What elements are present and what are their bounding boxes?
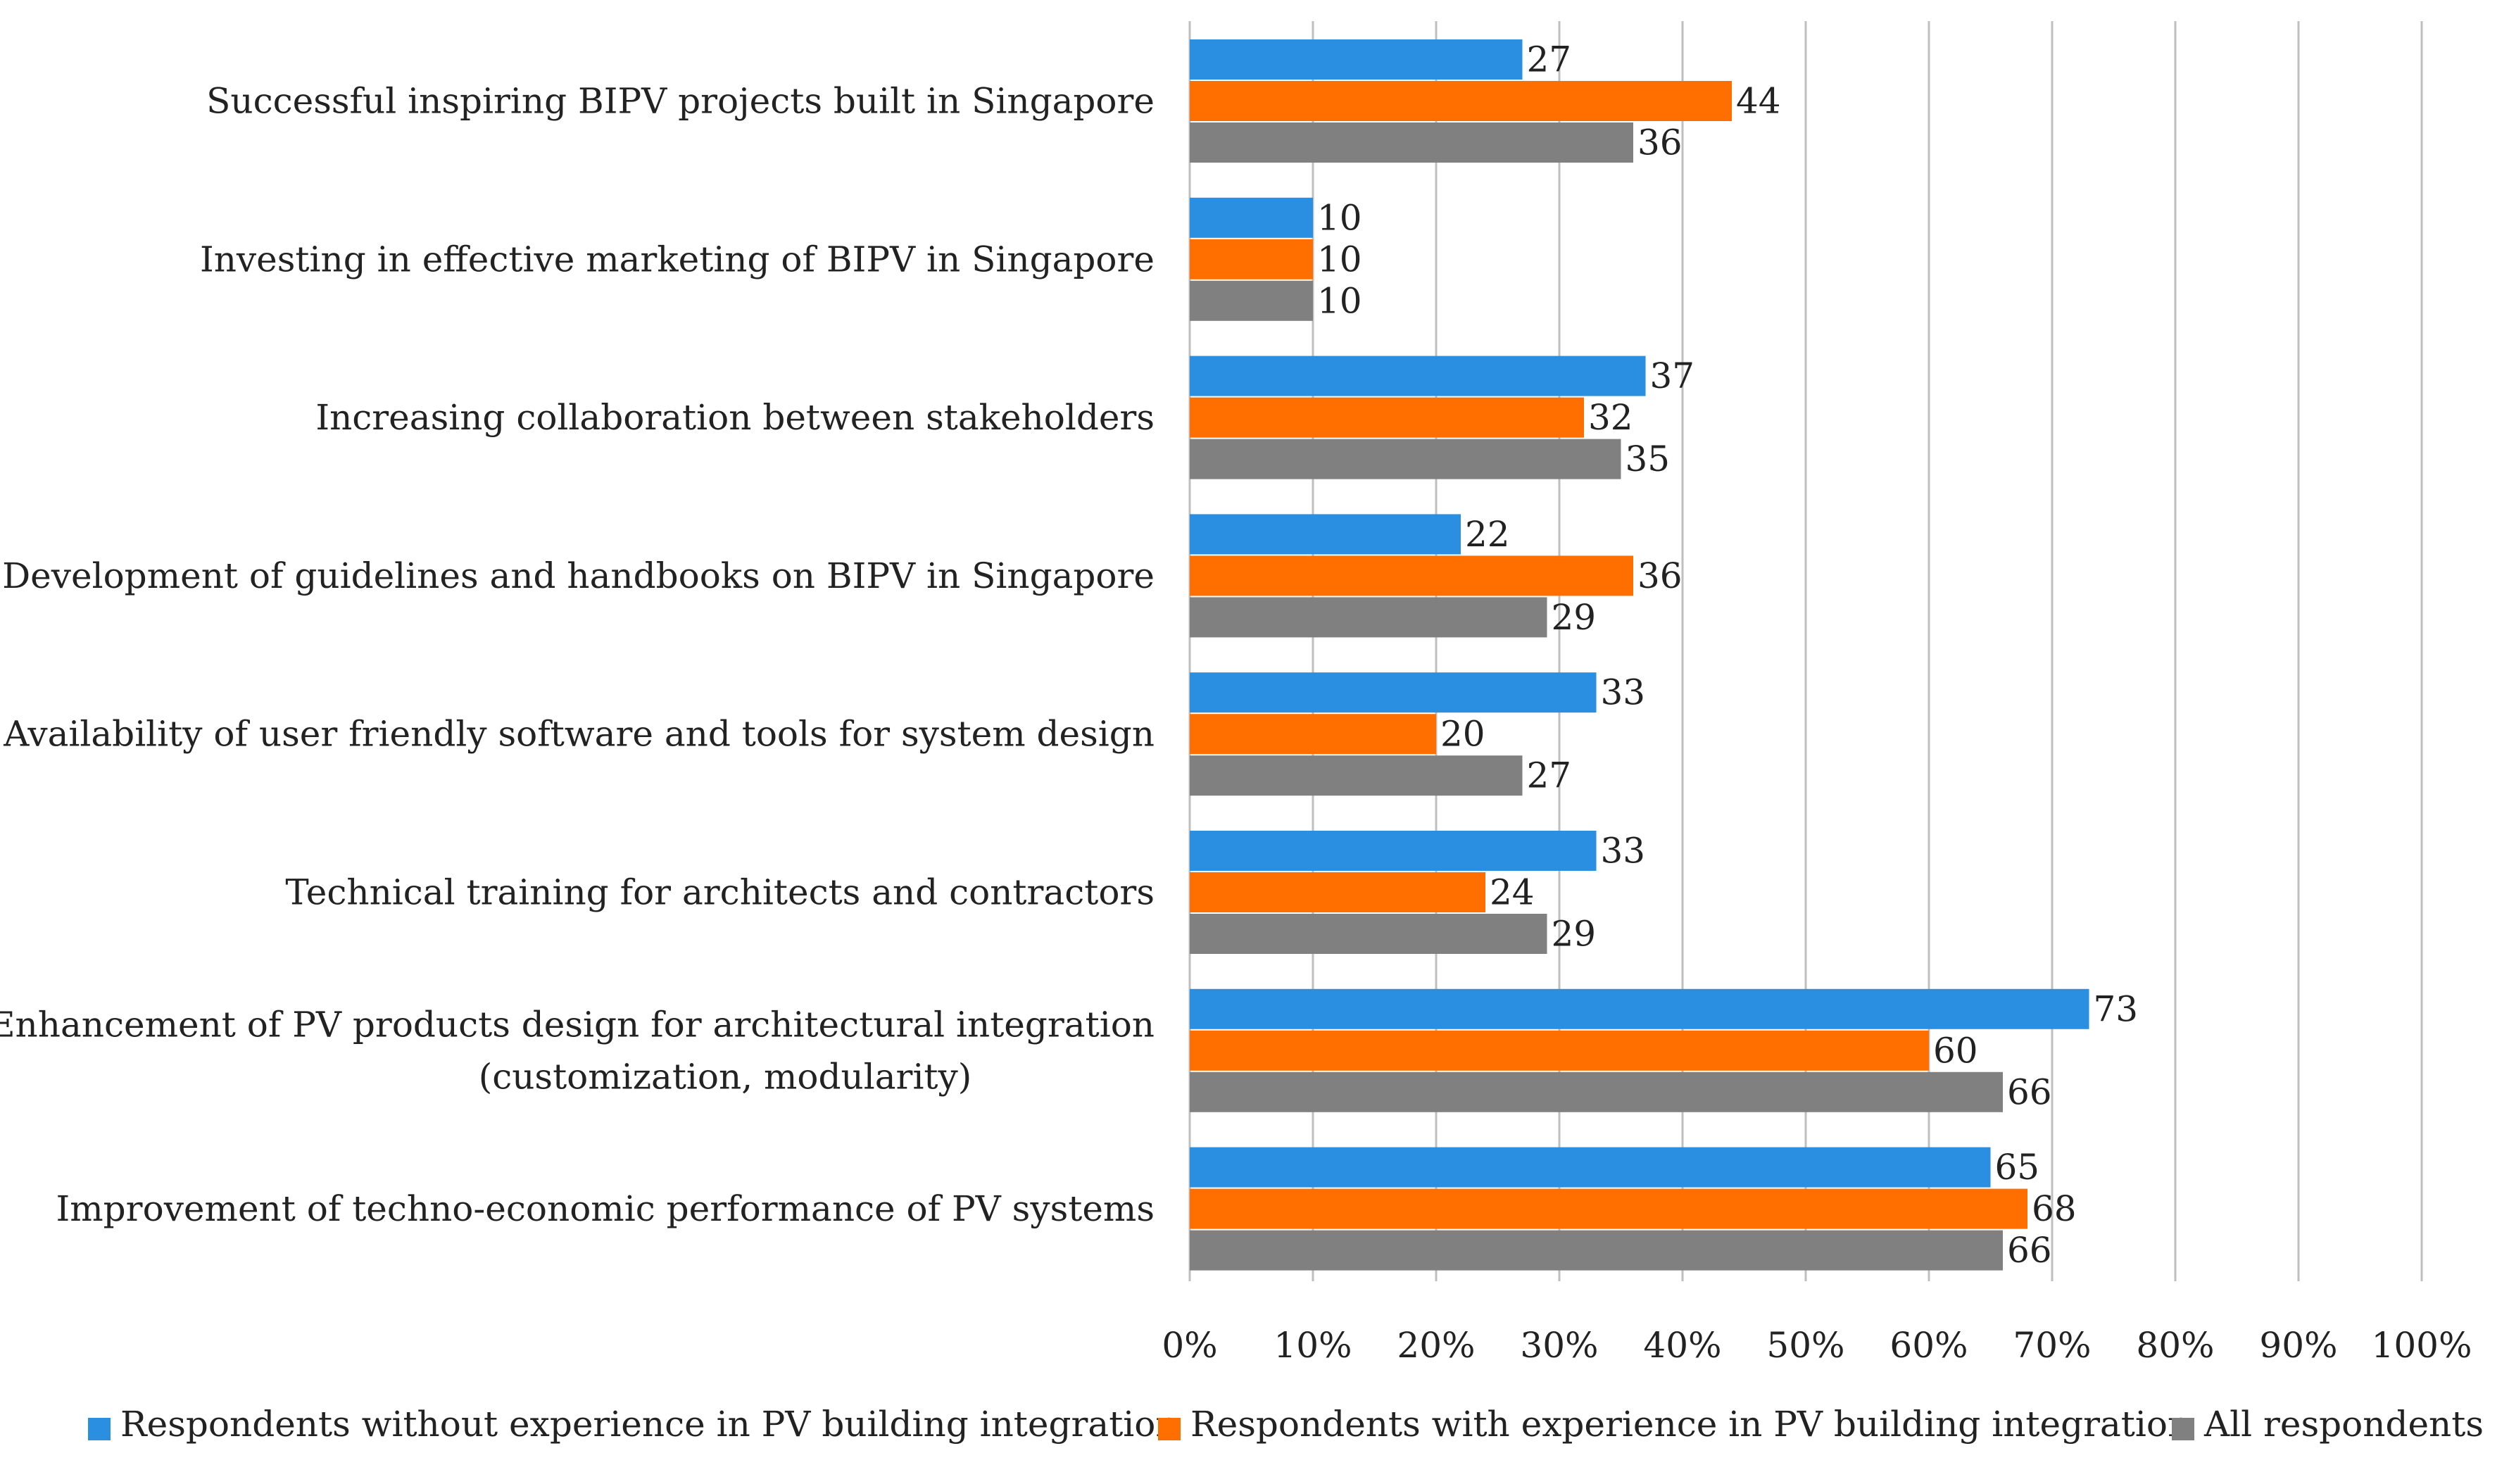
data-labels: 2744361010103732352236293320273324297360…: [1317, 39, 2138, 1271]
bar: [1190, 356, 1646, 396]
x-axis-tick-labels: 0% 10% 20% 30% 40% 50% 60% 70% 80% 90% 100%: [1162, 1325, 2472, 1366]
bar: [1190, 755, 1523, 796]
data-label: 44: [1736, 81, 1781, 122]
bar: [1190, 1147, 1991, 1188]
bar: [1190, 1030, 1929, 1071]
data-label: 33: [1601, 831, 1646, 872]
data-label: 29: [1552, 597, 1597, 638]
bar: [1190, 831, 1597, 871]
legend-marker: [2172, 1418, 2194, 1440]
bar: [1190, 280, 1313, 321]
bar: [1190, 1188, 2027, 1229]
data-label: 35: [1625, 439, 1671, 479]
data-label: 27: [1527, 755, 1572, 796]
x-tick-label: 90%: [2259, 1325, 2337, 1366]
data-label: 32: [1588, 397, 1633, 438]
bar: [1190, 439, 1621, 479]
bar: [1190, 197, 1313, 238]
data-label: 36: [1637, 122, 1683, 163]
data-label: 66: [2007, 1071, 2052, 1112]
x-tick-label: 60%: [1889, 1325, 1968, 1366]
legend-label: All respondents: [2203, 1404, 2484, 1445]
x-tick-label: 30%: [1520, 1325, 1598, 1366]
bar: [1190, 555, 1633, 596]
data-label: 10: [1317, 280, 1362, 321]
data-label: 37: [1650, 356, 1695, 396]
data-label: 36: [1637, 555, 1683, 596]
legend-marker: [88, 1418, 111, 1440]
data-label: 66: [2007, 1230, 2052, 1271]
bar: [1190, 514, 1461, 555]
category-label: Development of guidelines and handbooks …: [2, 555, 1155, 596]
category-label: Enhancement of PV products design for ar…: [0, 1004, 1155, 1045]
category-label: Investing in effective marketing of BIPV…: [200, 239, 1155, 279]
bar: [1190, 239, 1313, 279]
x-tick-label: 50%: [1766, 1325, 1844, 1366]
bar: [1190, 988, 2089, 1029]
category-label: (customization, modularity): [479, 1056, 972, 1097]
data-label: 27: [1527, 39, 1572, 80]
bar: [1190, 39, 1523, 80]
x-tick-label: 80%: [2136, 1325, 2214, 1366]
bar: [1190, 1071, 2003, 1112]
data-label: 33: [1601, 672, 1646, 713]
legend: Respondents without experience in PV bui…: [88, 1404, 2484, 1445]
data-label: 22: [1465, 514, 1510, 555]
data-label: 29: [1552, 914, 1597, 955]
bar: [1190, 714, 1436, 755]
data-label: 10: [1317, 197, 1362, 238]
x-tick-label: 70%: [2013, 1325, 2091, 1366]
legend-marker: [1158, 1418, 1181, 1440]
bar: [1190, 81, 1732, 121]
bar: [1190, 397, 1584, 438]
bar: [1190, 597, 1547, 638]
legend-label: Respondents without experience in PV bui…: [120, 1404, 1178, 1445]
category-labels: Successful inspiring BIPV projects built…: [0, 81, 1155, 1230]
data-label: 10: [1317, 239, 1362, 279]
bar: [1190, 914, 1547, 954]
category-label: Successful inspiring BIPV projects built…: [206, 81, 1155, 122]
x-tick-label: 0%: [1162, 1325, 1217, 1366]
category-label: Technical training for architects and co…: [285, 872, 1155, 913]
data-label: 24: [1490, 872, 1535, 913]
data-label: 20: [1440, 714, 1485, 755]
bar: [1190, 122, 1633, 163]
bar: [1190, 872, 1485, 912]
data-label: 60: [1933, 1030, 1978, 1071]
legend-label: Respondents with experience in PV buildi…: [1190, 1404, 2190, 1445]
data-label: 73: [2094, 988, 2139, 1029]
data-label: 68: [2032, 1188, 2077, 1229]
category-label: Availability of user friendly software a…: [3, 714, 1155, 755]
bar: [1190, 672, 1597, 713]
category-label: Improvement of techno-economic performan…: [56, 1188, 1155, 1229]
category-label: Increasing collaboration between stakeho…: [315, 397, 1155, 438]
x-tick-label: 100%: [2372, 1325, 2472, 1366]
x-tick-label: 10%: [1274, 1325, 1352, 1366]
bars: [1190, 39, 2089, 1271]
bar: [1190, 1230, 2003, 1271]
data-label: 65: [1995, 1147, 2040, 1188]
x-tick-label: 20%: [1397, 1325, 1475, 1366]
x-tick-label: 40%: [1643, 1325, 1721, 1366]
